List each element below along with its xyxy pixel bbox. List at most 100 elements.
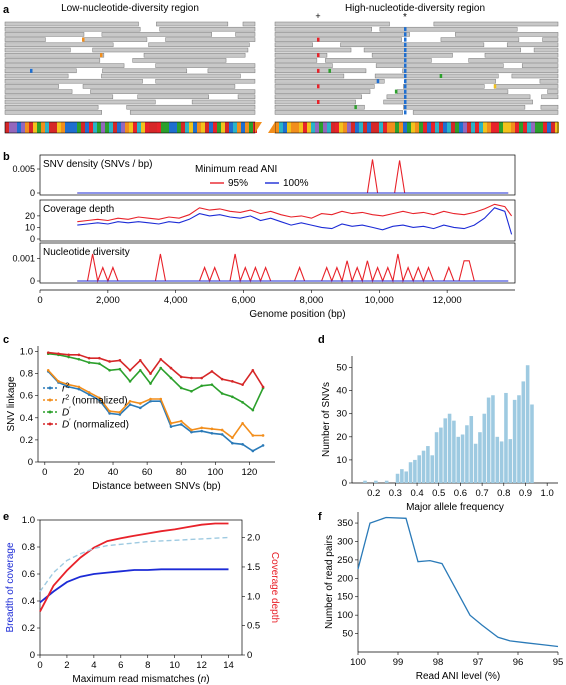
y-axis-label: Number of read pairs xyxy=(324,535,335,629)
reference-base xyxy=(221,122,225,133)
data-point xyxy=(128,369,132,372)
histogram-bar xyxy=(439,427,443,483)
x-tick-label: 0.3 xyxy=(389,488,402,499)
reference-base xyxy=(439,122,443,133)
reference-base xyxy=(117,122,121,133)
reference-base xyxy=(355,122,359,133)
read-bar xyxy=(539,78,559,84)
x-tick-label: 97 xyxy=(473,657,484,668)
x-tick-label: 6,000 xyxy=(232,295,256,306)
y-tick-label: 0.6 xyxy=(20,391,33,402)
reference-base xyxy=(411,122,415,133)
snv-mark xyxy=(394,89,398,94)
read-bar xyxy=(274,78,385,84)
data-point xyxy=(77,385,81,389)
data-point xyxy=(169,422,173,425)
y-tick-label: 50 xyxy=(336,363,347,374)
reference-base xyxy=(169,122,173,133)
legend-label: r2 (normalized) xyxy=(62,395,128,407)
y-tick-label: 300 xyxy=(337,536,353,547)
read-bar xyxy=(4,110,103,115)
reference-base xyxy=(387,122,391,133)
read-bar xyxy=(126,104,256,110)
y-axis-label-right: Coverage depth xyxy=(269,552,280,623)
read-bar xyxy=(274,58,318,63)
reference-base xyxy=(311,122,315,133)
y-tick-label: 0 xyxy=(30,276,35,286)
reference-base xyxy=(193,122,197,133)
data-point xyxy=(67,385,70,389)
data-point xyxy=(241,383,244,386)
reference-base xyxy=(173,122,177,133)
reference-base xyxy=(467,122,471,133)
data-point xyxy=(77,357,81,361)
read-bar xyxy=(4,78,143,84)
data-point xyxy=(220,392,224,395)
y-tick-label: 350 xyxy=(337,518,353,529)
data-point xyxy=(231,380,234,383)
subplot-title: SNV density (SNVs / bp) xyxy=(43,159,152,170)
series-line xyxy=(39,536,229,592)
read-bar xyxy=(374,73,499,79)
reference-base xyxy=(25,122,29,133)
read-bar xyxy=(375,63,504,68)
data-point xyxy=(169,376,173,380)
data-point xyxy=(46,369,50,372)
reference-base xyxy=(205,122,209,133)
read-bar xyxy=(143,52,246,58)
reference-base xyxy=(97,122,101,133)
x-tick-label: 0.9 xyxy=(519,488,532,499)
series-line xyxy=(48,351,264,388)
read-bar xyxy=(274,94,362,100)
snv-mark xyxy=(404,110,407,115)
reference-base xyxy=(503,122,507,133)
y-tick-label: 0.005 xyxy=(12,164,35,174)
histogram-bar xyxy=(395,473,400,483)
reference-base xyxy=(213,122,217,133)
snv-mark xyxy=(404,89,407,94)
histogram-bar xyxy=(482,413,487,483)
reference-base xyxy=(399,122,403,133)
y-axis-label-left: Breadth of coverage xyxy=(5,542,16,632)
histogram-bar xyxy=(452,420,456,483)
x-tick-label: 100 xyxy=(350,657,366,668)
reference-base xyxy=(479,122,483,133)
x-tick-label: 10 xyxy=(169,660,180,671)
histogram-bar xyxy=(491,395,495,483)
y-tick-label: 0.8 xyxy=(20,369,33,380)
histogram-bar xyxy=(486,397,491,483)
histogram-bar xyxy=(473,443,478,483)
reference-base xyxy=(447,122,451,133)
data-point xyxy=(139,402,142,405)
data-point xyxy=(98,396,101,400)
panel-f: f 100 99 98 97 96 95 50 100 150 200 250 300 350 Read A… xyxy=(318,511,563,682)
read-bar xyxy=(155,78,256,84)
snv-mark xyxy=(354,105,357,110)
x-tick-label: 10,000 xyxy=(365,295,394,306)
y-tick-label: 20 xyxy=(25,211,35,221)
read-bar xyxy=(274,84,375,89)
data-point xyxy=(241,422,244,425)
data-point xyxy=(149,382,152,385)
data-point xyxy=(139,406,142,410)
x-tick-label: 99 xyxy=(393,657,404,668)
panel-e: e 0 2 4 6 8 10 12 14 0 0.2 0.4 0.6 0.8 1.0 0 0.5 1.0 1.5 2.… xyxy=(3,511,280,685)
read-bar xyxy=(4,47,71,53)
reference-base xyxy=(49,122,53,133)
reference-base xyxy=(141,122,145,133)
legend-marker xyxy=(48,410,52,414)
histogram-bar xyxy=(521,381,526,483)
panel-letter-d: d xyxy=(318,334,325,346)
legend-label: D′ (normalized) xyxy=(62,419,129,431)
data-point xyxy=(57,352,60,356)
x-tick-label: 1.0 xyxy=(541,488,554,499)
panel-letter-b: b xyxy=(3,151,10,163)
legend-marker xyxy=(48,386,52,390)
data-point xyxy=(87,391,91,394)
read-bar xyxy=(412,110,559,115)
reference-base xyxy=(53,122,57,133)
reference-base xyxy=(133,122,137,133)
reference-base xyxy=(61,122,65,133)
snv-mark xyxy=(376,79,380,84)
read-bar xyxy=(274,89,371,94)
